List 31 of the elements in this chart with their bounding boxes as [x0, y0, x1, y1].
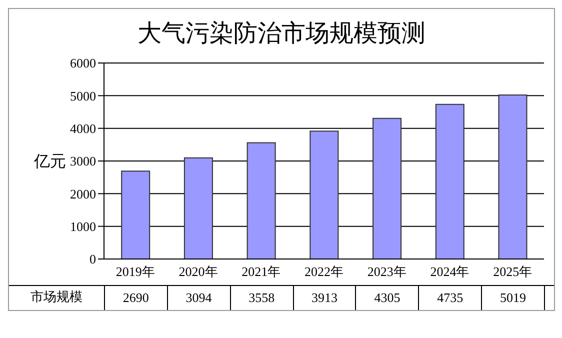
x-tick-label: 2025年 [493, 264, 532, 280]
y-tick-label: 6000 [70, 56, 96, 71]
data-label: 3094 [168, 286, 231, 310]
x-tick-label: 2020年 [178, 264, 218, 280]
x-tick-label: 2024年 [430, 264, 470, 280]
chart-title: 大气污染防治市场规模预测 [136, 18, 426, 49]
y-tick-label: 1000 [70, 218, 96, 234]
data-label: 4305 [356, 286, 420, 310]
data-label: 3558 [230, 286, 294, 310]
y-tick-label: 4000 [70, 120, 96, 136]
bar [372, 118, 402, 259]
bar [498, 94, 528, 259]
data-label: 4735 [419, 286, 482, 310]
bar [246, 142, 276, 259]
data-label: 3913 [294, 286, 356, 310]
y-tick-label: 3000 [70, 154, 96, 169]
bar [435, 104, 464, 259]
x-tick-label: 2023年 [367, 264, 406, 280]
x-tick-label: 2019年 [116, 264, 155, 280]
y-tick-label: 5000 [70, 88, 96, 104]
bar [121, 170, 150, 259]
x-tick-label: 2021年 [242, 264, 281, 280]
data-label: 5019 [482, 286, 545, 310]
y-tick-label: 2000 [70, 186, 96, 202]
bar [310, 130, 339, 259]
y-tick-label: 0 [90, 252, 96, 267]
data-label: 2690 [105, 286, 168, 310]
x-tick-label: 2022年 [304, 264, 344, 280]
y-axis-title: 亿元 [33, 152, 66, 171]
bar [184, 157, 213, 259]
text: 市场规模 [9, 286, 105, 310]
